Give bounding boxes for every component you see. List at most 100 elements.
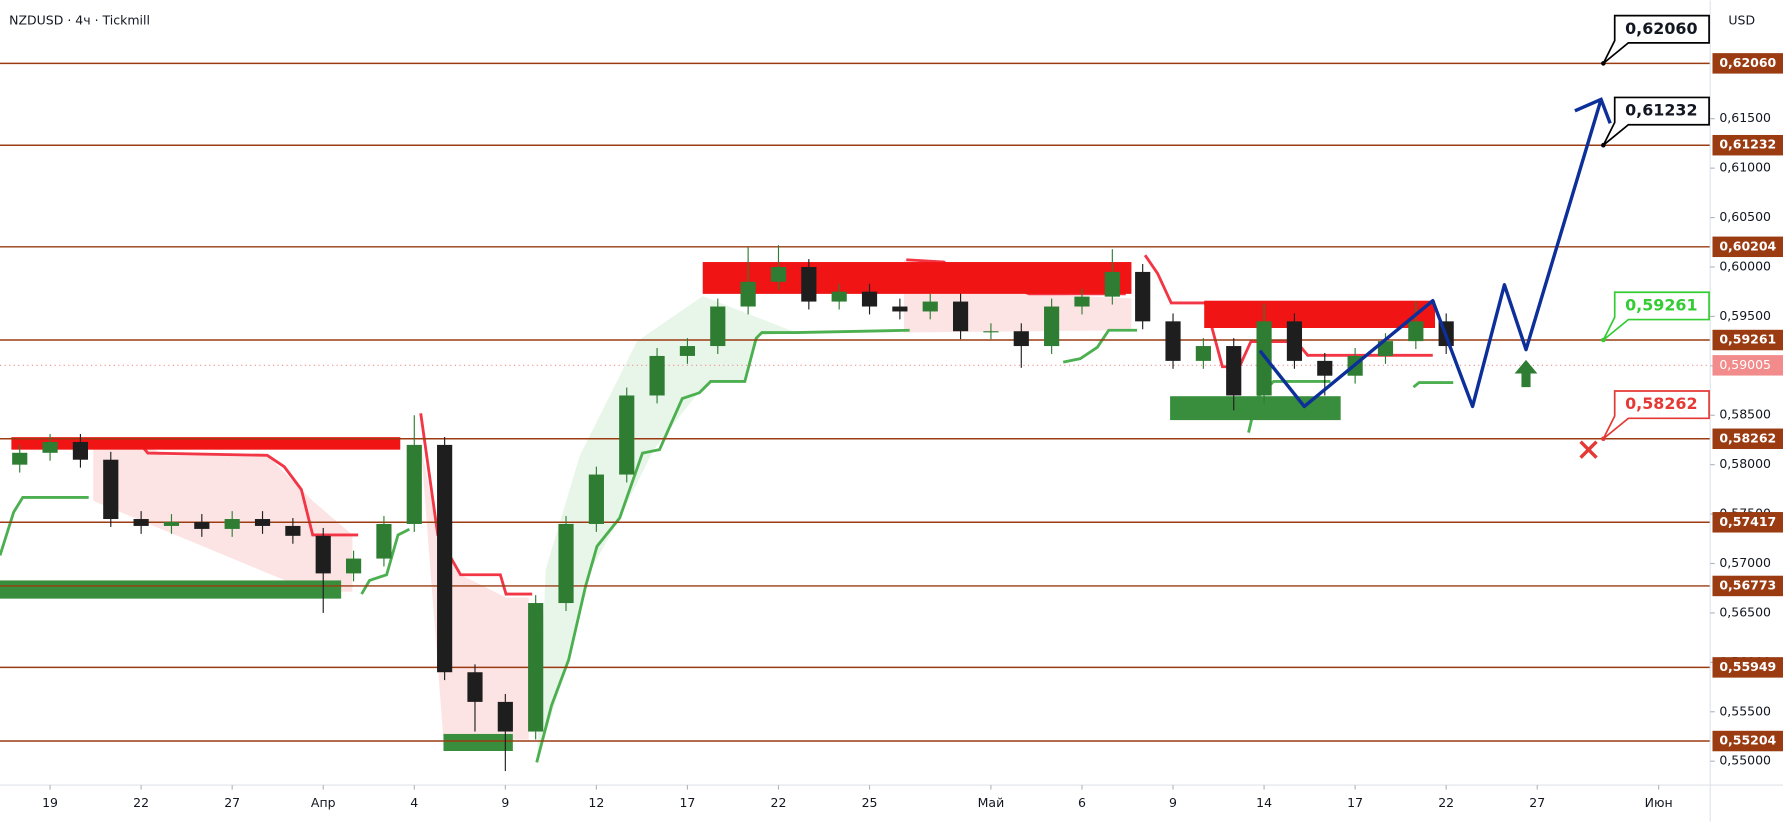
x-tick-label: Апр [311,795,336,810]
demand-zone [443,733,513,751]
y-tick-label: 0,60000 [1719,258,1771,273]
candle-body [163,521,180,526]
bear-zone-fill [93,439,353,592]
callout-anchor [1601,337,1606,343]
candle-body [103,459,119,520]
forecast-arrow [1574,97,1612,124]
currency: USD [1728,12,1755,27]
candle-body [345,558,362,574]
x-tick-label: 27 [1529,795,1545,810]
y-tick-label: 0,61500 [1719,110,1771,125]
supply-zone [1204,300,1436,328]
x-tick-label: Июн [1645,795,1673,810]
current-price-box [1712,355,1783,376]
level-label: 0,57417 [1719,514,1776,529]
candle-body [649,355,665,396]
level-label-box [1712,657,1783,678]
trend-line [1062,328,1138,364]
trend-line [419,413,533,596]
callout-label: 0,61232 [1625,101,1697,120]
level-label: 0,58262 [1719,430,1776,445]
y-tick-label: 0,59500 [1719,308,1771,323]
x-tick-label: 6 [1078,795,1086,810]
y-tick-label: 0,58500 [1719,407,1771,422]
candle-body [376,523,392,559]
candle-body [285,525,301,536]
candle-body [72,441,89,460]
x-tick-label: 22 [771,795,787,810]
candle-body [861,291,878,307]
x-tick-label: 9 [1169,795,1177,810]
forecast-path [1258,98,1603,409]
candle-body [831,291,847,302]
y-tick-label: 0,61000 [1719,160,1771,175]
y-tick-label: 0,57000 [1719,555,1771,570]
candle-body [558,523,574,604]
callout-label: 0,62060 [1625,19,1697,38]
y-tick-label: 0,55000 [1719,753,1771,768]
x-tick-label: 19 [42,795,58,810]
candle-body [770,266,787,282]
candle-body [254,519,271,526]
x-tick-label: 14 [1256,795,1272,810]
candle-body [497,701,513,732]
level-label-box [1712,53,1783,74]
level-label: 0,60204 [1719,238,1776,253]
current-price-label: 0,59005 [1719,357,1771,372]
callout-anchor [1601,142,1606,148]
x-tick-label: 4 [410,795,418,810]
candles [12,245,1454,772]
y-tick-label: 0,56500 [1719,604,1771,619]
level-label: 0,55204 [1719,733,1776,748]
candle-body [892,306,908,312]
callout-box [1602,390,1710,440]
callout-anchor [1601,436,1606,442]
y-tick-label: 0,55500 [1719,703,1771,718]
callout-box [1602,14,1710,65]
x-tick-label: 9 [501,795,509,810]
y-tick-label: 0,60500 [1719,209,1771,224]
level-label: 0,56773 [1719,577,1776,592]
candle-body [952,301,969,332]
candle-body [194,521,210,529]
candle-body [528,603,544,732]
level-label-box [1712,428,1783,450]
candle-body [1044,306,1060,347]
x-tick-label: Май [978,795,1005,810]
x-tick-label: 27 [224,795,240,810]
candle-body [1408,321,1424,342]
candle-body [679,346,696,356]
level-label-box [1712,329,1783,351]
candle-body [1195,346,1211,361]
candle-body [42,441,58,453]
x-tick-label: 22 [1438,795,1454,810]
trend-line [535,328,910,763]
candle-body [437,444,453,673]
candle-body [133,519,149,526]
level-label-box [1712,730,1783,752]
x-tick-label: 17 [1347,795,1363,810]
x-tick-label: 25 [862,795,878,810]
callout-anchor [1601,61,1606,66]
candle-body [315,535,331,574]
level-label-box [1712,134,1783,156]
level-label-box [1712,236,1783,258]
trend-line [360,527,410,595]
candle-body [1013,331,1029,347]
candle-body [922,301,938,312]
level-label-box [1712,512,1783,533]
candle-body [1074,296,1090,307]
level-label: 0,59261 [1719,332,1776,347]
level-label-box [1712,575,1783,597]
trend-line [1412,381,1454,389]
callout-label: 0,59261 [1625,295,1697,314]
y-tick-label: 0,58000 [1719,456,1771,471]
candle-body [467,672,483,702]
bull-zone-fill [536,296,796,763]
callouts: 0,62060 0,61232 0,59261 0,58262 [1601,14,1710,442]
candle-body [983,331,999,333]
x-tick-label: 22 [133,795,149,810]
candle-body [1165,321,1181,361]
